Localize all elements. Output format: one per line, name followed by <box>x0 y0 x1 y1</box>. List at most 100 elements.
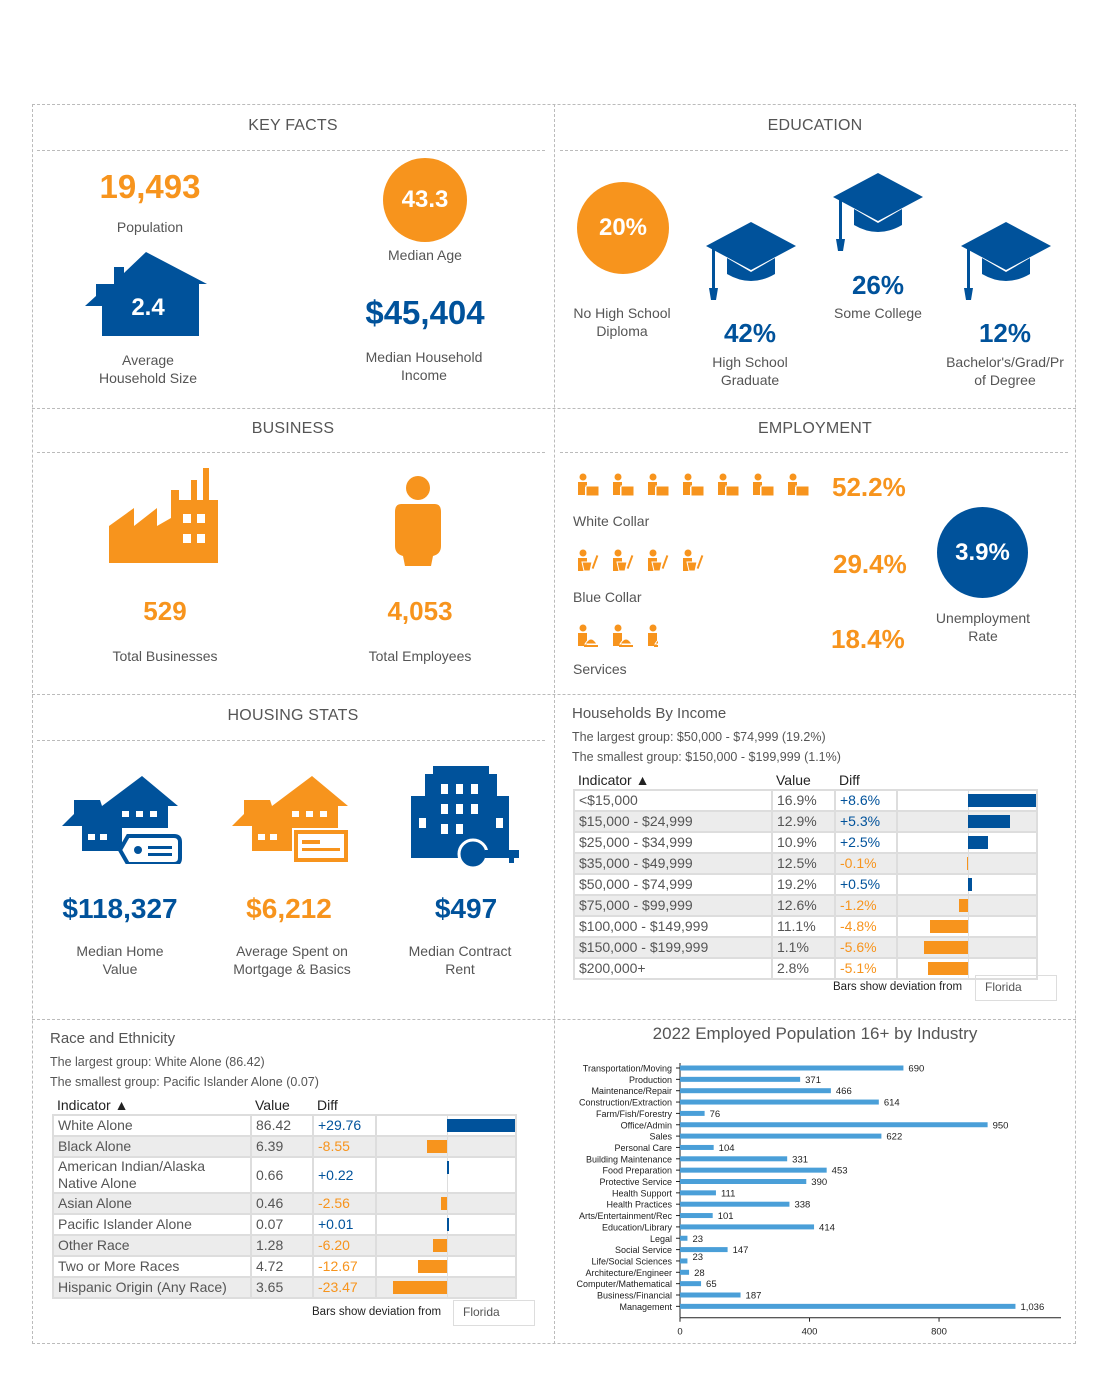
industry-chart: Transportation/Moving 690 Production 371 Mai… <box>576 1063 1061 1338</box>
indicator-cell: $25,000 - $34,999 <box>573 831 773 854</box>
bar-cell <box>375 1114 517 1137</box>
bar-cell <box>375 1213 517 1236</box>
deviation-bar <box>968 836 988 849</box>
graduation-cap-icon <box>833 173 923 251</box>
diff-header[interactable]: Diff <box>317 1096 338 1113</box>
table-row: $50,000 - $74,999 19.2% +0.5% <box>573 873 1038 896</box>
white-collar-worker-icon <box>718 473 740 497</box>
table-row: Two or More Races 4.72 -12.67 <box>52 1255 517 1278</box>
zero-line <box>968 959 969 978</box>
income-title: Households By Income <box>572 705 727 722</box>
label-line: Graduate <box>720 372 780 388</box>
divider <box>32 408 1076 409</box>
data-label: 23 <box>692 1252 703 1263</box>
mortgage-label: Average Spent on Mortgage & Basics <box>233 942 351 978</box>
value-cell: 16.9% <box>771 789 836 812</box>
zero-line <box>968 938 969 957</box>
bar <box>680 1235 688 1241</box>
person-icon <box>395 476 441 566</box>
table-row: $200,000+ 2.8% -5.1% <box>573 957 1038 980</box>
label-line: Mortgage & Basics <box>233 961 351 977</box>
total-businesses-value: 529 <box>143 596 187 626</box>
x-tick-label: 0 <box>677 1327 682 1338</box>
data-label: 187 <box>746 1291 762 1302</box>
bar-cell <box>896 915 1038 938</box>
house-icon <box>85 252 207 336</box>
diff-cell: -5.1% <box>834 957 898 980</box>
median-home-label: Median Home Value <box>76 942 163 978</box>
x-tick-label: 800 <box>931 1327 947 1338</box>
label-line: Average Spent on <box>236 943 348 959</box>
data-label: 453 <box>832 1166 848 1177</box>
zero-line <box>447 1236 448 1255</box>
diff-header[interactable]: Diff <box>839 771 860 788</box>
deviation-bar <box>447 1218 449 1231</box>
indicator-cell: $50,000 - $74,999 <box>573 873 773 896</box>
data-label: 371 <box>805 1075 821 1086</box>
unemployment-label: Unemployment Rate <box>936 609 1030 645</box>
data-label: 101 <box>718 1211 734 1222</box>
contract-rent-value: $497 <box>434 893 498 924</box>
value-cell: 0.66 <box>250 1156 314 1194</box>
deviation-bar <box>418 1260 447 1273</box>
home-value-icon <box>62 776 182 864</box>
value-header[interactable]: Value <box>776 771 811 788</box>
data-label: 147 <box>733 1245 749 1256</box>
blue-collar-worker-icon <box>648 549 669 572</box>
indicator-cell: $75,000 - $99,999 <box>573 894 773 917</box>
table-row: <$15,000 16.9% +8.6% <box>573 789 1038 812</box>
zero-line <box>447 1137 448 1156</box>
indicator-header[interactable]: Indicator ▲ <box>578 771 650 788</box>
blue-collar-worker-icon <box>613 549 634 572</box>
bar <box>680 1303 1016 1309</box>
business-title: BUSINESS <box>251 420 335 437</box>
income-largest: The largest group: $50,000 - $74,999 (19… <box>572 730 826 744</box>
race-deviation-note: Bars show deviation from <box>312 1306 442 1318</box>
bar <box>680 1065 904 1071</box>
diff-cell: +5.3% <box>834 810 898 833</box>
bar <box>680 1144 714 1150</box>
zero-line <box>447 1158 448 1192</box>
data-label: 104 <box>719 1143 735 1154</box>
some-college-label: Some College <box>834 305 922 321</box>
value-header[interactable]: Value <box>255 1096 290 1113</box>
blue-collar-worker-icon <box>578 549 599 572</box>
indicator-cell: White Alone <box>52 1114 252 1137</box>
bar <box>680 1269 690 1275</box>
diff-cell: -6.20 <box>312 1234 377 1257</box>
deviation-bar <box>393 1281 447 1294</box>
total-employees-label: Total Employees <box>368 648 472 664</box>
diff-cell: -12.67 <box>312 1255 377 1278</box>
diff-cell: +8.6% <box>834 789 898 812</box>
blue-collar-icons <box>576 549 705 573</box>
indicator-cell: Black Alone <box>52 1135 252 1158</box>
category-label: Life/Social Sciences <box>591 1256 672 1266</box>
race-title: Race and Ethnicity <box>50 1030 176 1047</box>
indicator-cell: Pacific Islander Alone <box>52 1213 252 1236</box>
category-label: Education/Library <box>602 1222 673 1232</box>
bar-cell <box>375 1255 517 1278</box>
value-cell: 0.07 <box>250 1213 314 1236</box>
bar <box>680 1099 879 1105</box>
table-row: $15,000 - $24,999 12.9% +5.3% <box>573 810 1038 833</box>
data-label: 950 <box>993 1120 1009 1131</box>
bar-header <box>376 1095 516 1115</box>
category-label: Building Maintenance <box>586 1154 672 1164</box>
label-line: Unemployment <box>935 610 1031 626</box>
household-size-label: Average Household Size <box>99 351 197 387</box>
indicator-cell: Hispanic Origin (Any Race) <box>52 1276 252 1299</box>
indicator-header[interactable]: Indicator ▲ <box>57 1096 129 1113</box>
label-line: Value <box>102 961 138 977</box>
value-cell: 10.9% <box>771 831 836 854</box>
median-age-circle: 43.3 <box>383 158 467 242</box>
bar-cell <box>375 1192 517 1215</box>
value-cell: 6.39 <box>250 1135 314 1158</box>
income-deviation-select[interactable]: Florida <box>975 975 1057 1001</box>
divider <box>32 1019 1076 1020</box>
income-table: Indicator ▲ Value Diff <$15,000 16.9% +8.6… <box>573 770 1038 980</box>
race-deviation-select[interactable]: Florida <box>453 1300 535 1326</box>
diff-cell: +0.01 <box>312 1213 377 1236</box>
no-diploma-label: No High School Diploma <box>573 304 670 340</box>
data-label: 414 <box>819 1222 835 1233</box>
mortgage-value: $6,212 <box>246 893 332 924</box>
